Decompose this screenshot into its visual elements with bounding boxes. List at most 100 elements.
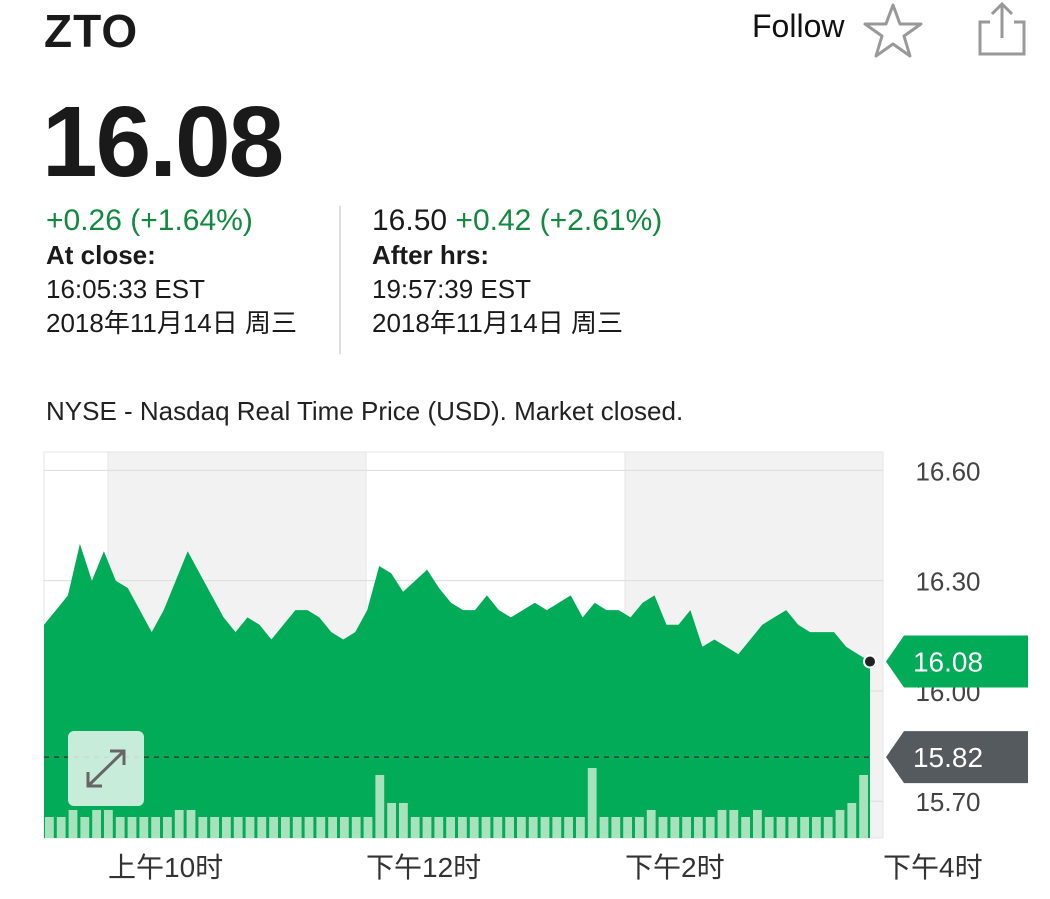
volume-bar — [104, 810, 113, 838]
volume-bar — [587, 768, 597, 838]
volume-bar — [375, 775, 385, 838]
follow-button[interactable]: Follow — [752, 8, 845, 44]
volume-bar — [45, 817, 54, 838]
y-tick-label: 16.60 — [915, 456, 980, 486]
volume-bar — [127, 817, 137, 838]
volume-bar — [363, 817, 373, 838]
volume-bar — [694, 817, 703, 838]
volume-bar — [174, 810, 184, 838]
volume-bar — [517, 817, 526, 838]
volume-bar — [552, 817, 562, 838]
volume-bar — [658, 817, 668, 838]
price-area — [44, 543, 870, 838]
close-change: +0.26 (+1.64%) — [46, 204, 253, 237]
volume-bar — [340, 817, 349, 838]
volume-bar — [835, 810, 845, 838]
volume-bar — [328, 817, 337, 838]
volume-bar — [92, 810, 101, 838]
volume-bar — [646, 810, 656, 838]
volume-bar — [788, 817, 798, 838]
volume-bar — [115, 817, 125, 838]
close-info: +0.26 (+1.64%) At close: 16:05:33 EST 20… — [46, 204, 297, 340]
volume-bar — [68, 810, 78, 838]
volume-bar — [469, 817, 479, 838]
volume-bar — [753, 810, 762, 838]
volume-bar — [611, 817, 621, 838]
volume-bar — [446, 817, 455, 838]
volume-bar — [186, 810, 196, 838]
volume-bar — [812, 817, 821, 838]
current-price: 16.08 — [42, 86, 284, 198]
volume-bar — [422, 817, 432, 838]
volume-bar — [764, 817, 774, 838]
volume-bar — [540, 817, 550, 838]
volume-bar — [729, 810, 739, 838]
volume-bar — [269, 817, 278, 838]
volume-bar — [847, 803, 857, 838]
after-hours-date: 2018年11月14日 周三 — [372, 308, 623, 338]
volume-bar — [210, 817, 219, 838]
volume-bar — [823, 817, 833, 838]
ticker-symbol: ZTO — [44, 5, 139, 57]
volume-bar — [741, 817, 750, 838]
volume-bar — [682, 817, 691, 838]
volume-bar — [387, 803, 396, 838]
volume-bar — [163, 817, 172, 838]
volume-bar — [222, 817, 231, 838]
volume-bar — [351, 817, 361, 838]
volume-bar — [505, 817, 514, 838]
volume-bar — [316, 817, 326, 838]
volume-bar — [623, 817, 632, 838]
volume-bar — [80, 817, 90, 838]
x-tick-label: 下午12时 — [366, 852, 482, 883]
volume-bar — [717, 810, 727, 838]
previous-close-badge-label: 15.82 — [913, 742, 983, 773]
expand-icon — [86, 749, 126, 788]
after-hours-time: 19:57:39 EST — [372, 274, 531, 304]
x-tick-label: 上午10时 — [108, 852, 224, 883]
volume-bar — [281, 817, 290, 838]
volume-bar — [245, 817, 255, 838]
after-hours-change: +0.42 (+2.61%) — [455, 204, 663, 237]
current-price-badge-label: 16.08 — [913, 647, 983, 678]
close-label: At close: — [46, 240, 156, 270]
current-price-badge — [886, 635, 1028, 688]
star-icon[interactable] — [862, 2, 924, 60]
volume-bar — [292, 817, 302, 838]
volume-bar — [635, 817, 644, 838]
y-tick-label: 16.30 — [915, 567, 980, 597]
expand-button[interactable] — [68, 731, 144, 806]
volume-bar — [410, 817, 420, 838]
current-price-dot — [863, 654, 877, 669]
volume-bar — [564, 817, 573, 838]
volume-bar — [599, 817, 609, 838]
volume-bar — [434, 817, 444, 838]
after-hours-label: After hrs: — [372, 240, 490, 270]
x-tick-label: 下午4时 — [883, 852, 983, 883]
volume-bar — [859, 775, 868, 838]
volume-bar — [576, 817, 585, 838]
after-hours-info: 16.50 +0.42 (+2.61%) After hrs: 19:57:39… — [372, 204, 662, 340]
volume-bar — [481, 817, 491, 838]
share-icon[interactable] — [974, 0, 1030, 58]
y-tick-label: 15.70 — [915, 787, 980, 817]
close-time: 16:05:33 EST — [46, 274, 205, 304]
volume-bar — [151, 817, 160, 838]
divider — [339, 206, 341, 354]
x-tick-label: 下午2时 — [625, 852, 725, 883]
volume-bar — [705, 817, 715, 838]
volume-bar — [399, 803, 408, 838]
previous-close-badge — [886, 731, 1028, 784]
after-hours-price: 16.50 — [372, 204, 448, 237]
volume-bar — [458, 817, 467, 838]
volume-bar — [257, 817, 267, 838]
close-date: 2018年11月14日 周三 — [46, 308, 297, 338]
volume-bar — [233, 817, 243, 838]
volume-bar — [670, 817, 680, 838]
market-notice: NYSE - Nasdaq Real Time Price (USD). Mar… — [46, 396, 684, 426]
volume-bar — [800, 817, 809, 838]
volume-bar — [139, 817, 149, 838]
volume-bar — [304, 817, 314, 838]
volume-bar — [493, 817, 503, 838]
